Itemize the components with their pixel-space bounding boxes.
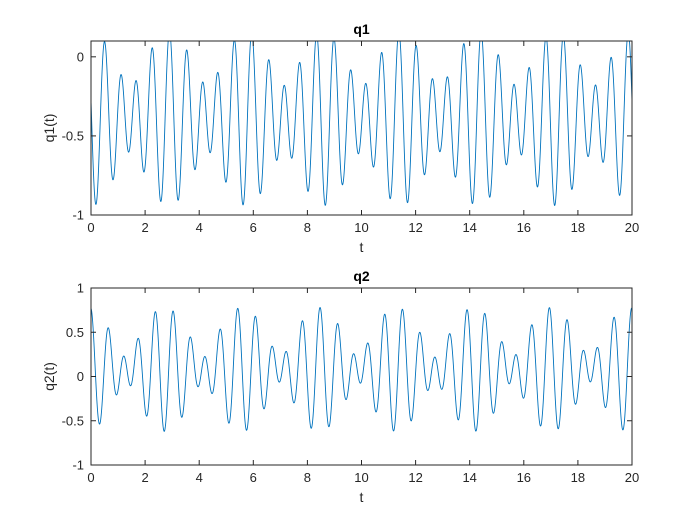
x-axis-label: t xyxy=(360,239,364,255)
x-tick-label: 14 xyxy=(462,470,476,485)
y-tick-label: 0 xyxy=(77,369,84,384)
x-tick-label: 16 xyxy=(517,470,531,485)
y-tick-label: -1 xyxy=(72,458,84,473)
x-tick-label: 18 xyxy=(571,220,585,235)
y-tick-label: -0.5 xyxy=(62,413,84,428)
x-axis-label: t xyxy=(360,489,364,505)
x-tick-label: 6 xyxy=(250,470,257,485)
x-tick-label: 16 xyxy=(517,220,531,235)
y-tick-label: -1 xyxy=(72,208,84,223)
series-line-2-1 xyxy=(91,307,632,432)
x-tick-label: 6 xyxy=(250,220,257,235)
axes-1: 0 2 4 6 8 10 12 14 16 18 20 -1 -0.5 0 q1 t q1(t) xyxy=(41,21,639,255)
x-tick-label: 20 xyxy=(625,220,639,235)
chart-title: q2 xyxy=(353,268,370,284)
x-tick-label: 18 xyxy=(571,470,585,485)
x-tick-label: 12 xyxy=(408,220,422,235)
x-tick-label: 12 xyxy=(408,470,422,485)
y-tick-label: 1 xyxy=(77,281,84,296)
x-tick-label: 8 xyxy=(304,220,311,235)
y-tick-label: -0.5 xyxy=(62,128,84,143)
x-tick-label: 2 xyxy=(141,220,148,235)
x-tick-label: 20 xyxy=(625,470,639,485)
chart-title: q1 xyxy=(353,21,370,37)
x-tick-label: 14 xyxy=(462,220,476,235)
y-axis-label: q1(t) xyxy=(41,114,57,143)
axes-2: 0 2 4 6 8 10 12 14 16 18 20 -1 -0.5 0 0.5 1 q2 t q2(t) xyxy=(41,268,639,505)
x-tick-label: 0 xyxy=(87,220,94,235)
x-tick-label: 10 xyxy=(354,470,368,485)
y-tick-label: 0.5 xyxy=(66,325,84,340)
y-tick-label: 0 xyxy=(77,49,84,64)
series-line-1-1 xyxy=(91,41,632,206)
x-tick-label: 4 xyxy=(196,220,203,235)
x-tick-label: 4 xyxy=(196,470,203,485)
x-tick-label: 10 xyxy=(354,220,368,235)
y-axis-label: q2(t) xyxy=(41,362,57,391)
x-tick-label: 8 xyxy=(304,470,311,485)
x-tick-label: 0 xyxy=(87,470,94,485)
x-tick-label: 2 xyxy=(141,470,148,485)
